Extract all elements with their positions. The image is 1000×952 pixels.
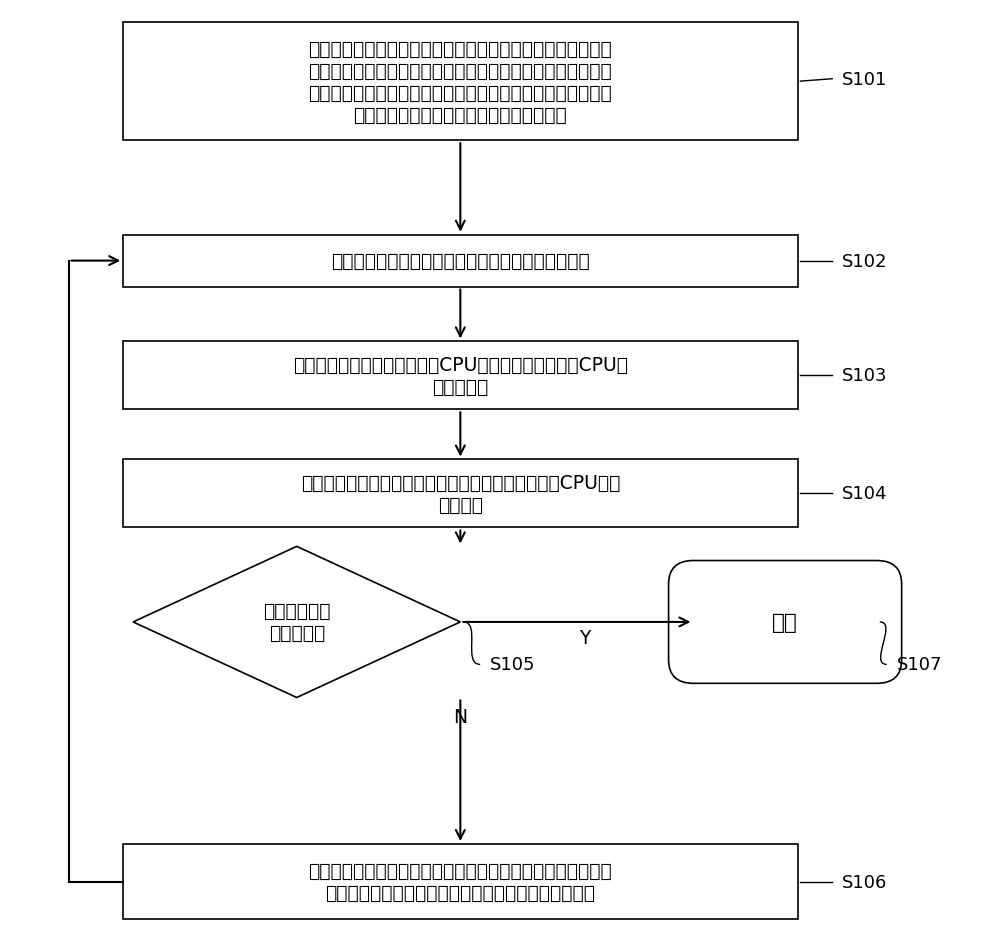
Text: S103: S103 <box>842 367 888 385</box>
Text: 将目标设备各环境参数的取值控制为相应的目标数值: 将目标设备各环境参数的取值控制为相应的目标数值 <box>331 252 590 270</box>
FancyBboxPatch shape <box>123 23 798 141</box>
Text: S107: S107 <box>897 656 942 674</box>
Text: S105: S105 <box>490 656 536 674</box>
Text: 已完成全部的
测试流程？: 已完成全部的 测试流程？ <box>263 602 330 643</box>
FancyBboxPatch shape <box>123 342 798 410</box>
Text: S101: S101 <box>842 70 888 89</box>
Text: S102: S102 <box>842 252 888 270</box>
FancyBboxPatch shape <box>123 460 798 528</box>
FancyBboxPatch shape <box>123 235 798 288</box>
Text: S106: S106 <box>842 873 888 891</box>
Polygon shape <box>133 546 460 698</box>
Text: 接收测试人员的测试请求，所述测试请求为目标设备的精简操
作系统启动之后，测试人员在目标设备上所触发的请求，所述
精简操作系统为预先依据测试需求，对操作系统启动配: 接收测试人员的测试请求，所述测试请求为目标设备的精简操 作系统启动之后，测试人员… <box>308 40 612 125</box>
Text: 基于模拟产生的预设负荷量的CPU负载，向目标设备的CPU施
加运算压力: 基于模拟产生的预设负荷量的CPU负载，向目标设备的CPU施 加运算压力 <box>293 355 628 396</box>
FancyBboxPatch shape <box>123 844 798 920</box>
Text: N: N <box>453 707 467 726</box>
Text: 依据预先配置的测试计划，获取目标设备各环境参数的下一组
取值，将所述下一组取值作为各环境参数新的目标数值: 依据预先配置的测试计划，获取目标设备各环境参数的下一组 取值，将所述下一组取值作… <box>308 862 612 902</box>
Text: 结束: 结束 <box>772 612 798 632</box>
Text: 获取目标设备电池的输出电流，以实现对目标设备的CPU功耗
进行度量: 获取目标设备电池的输出电流，以实现对目标设备的CPU功耗 进行度量 <box>301 473 620 514</box>
Text: Y: Y <box>579 629 590 647</box>
FancyBboxPatch shape <box>669 561 902 684</box>
Text: S104: S104 <box>842 485 888 503</box>
